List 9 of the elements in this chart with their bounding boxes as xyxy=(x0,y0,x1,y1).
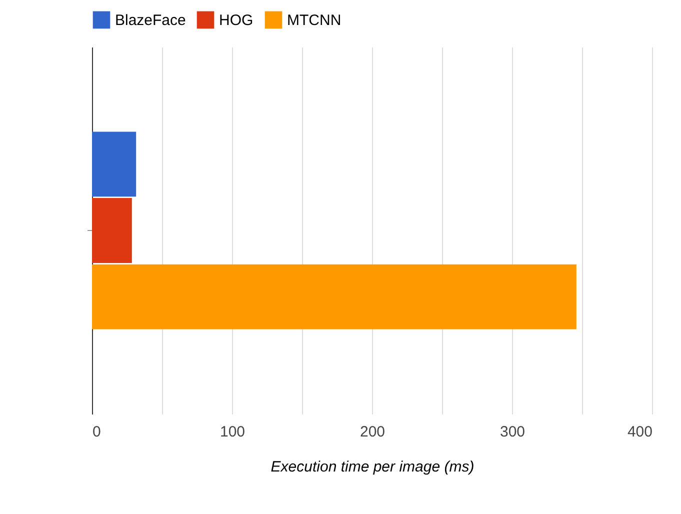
x-tick-label: 100 xyxy=(220,424,246,440)
legend-label: MTCNN xyxy=(287,12,342,29)
x-tick-label: 200 xyxy=(360,424,386,440)
legend-label: HOG xyxy=(219,12,254,29)
x-tick-label: 400 xyxy=(627,424,652,440)
legend-label: BlazeFace xyxy=(115,12,186,29)
x-axis-title: Execution time per image (ms) xyxy=(270,458,474,476)
x-tick-label: 300 xyxy=(500,424,526,440)
x-tick-label: 0 xyxy=(92,424,101,440)
